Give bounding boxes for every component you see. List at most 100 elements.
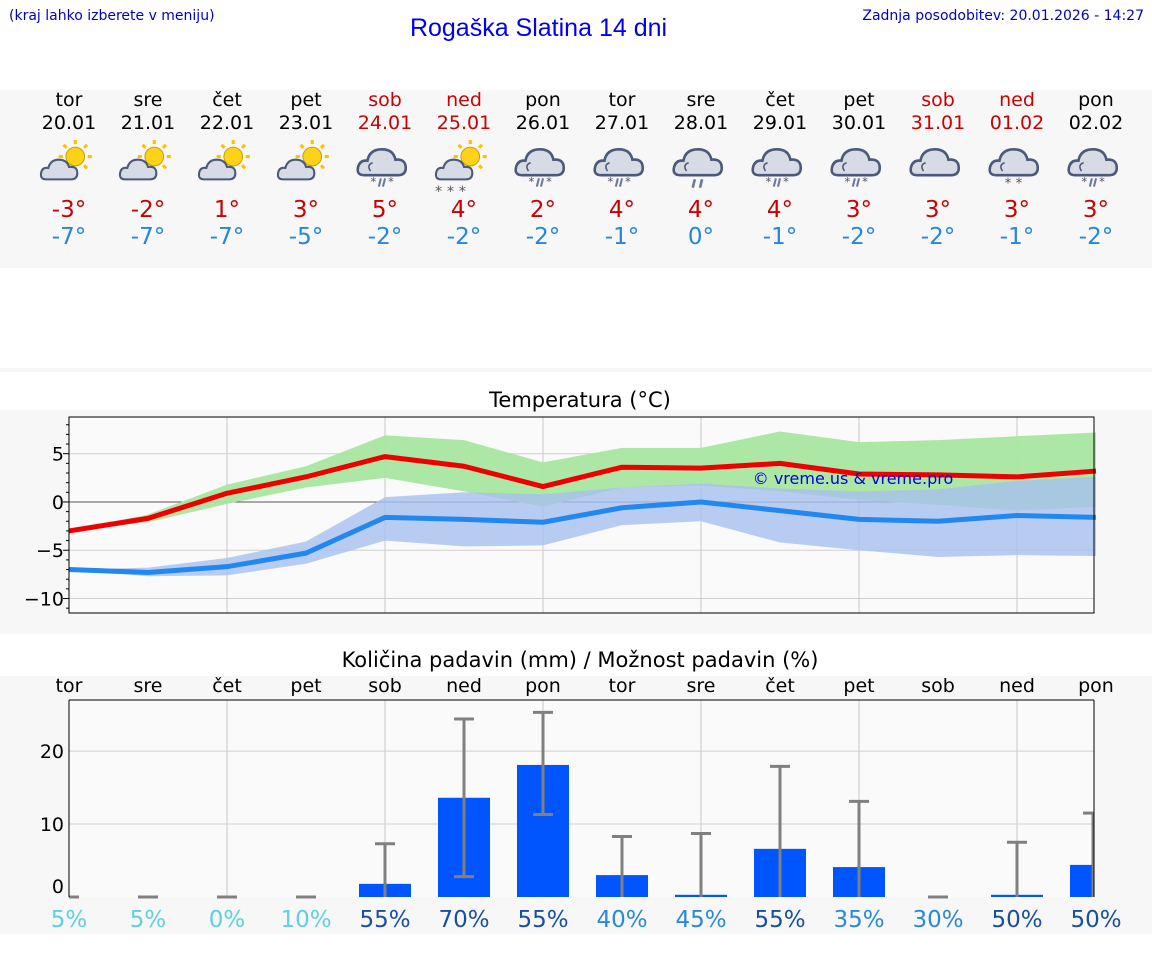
max-temp: 5° [371, 197, 399, 223]
day-column: sob 24.01 * * 5° -2° [345, 88, 425, 250]
y-tick-label: 5 [52, 444, 64, 466]
x-category-label: tor [609, 675, 636, 697]
precip-probability: 5% [130, 907, 167, 933]
svg-text:*: * [1099, 175, 1105, 189]
last-updated: Zadnja posodobitev: 20.01.2026 - 14:27 [862, 8, 1144, 24]
day-date: 01.02 [989, 112, 1045, 134]
sun-cloud-icon [266, 134, 346, 196]
min-temp: -2° [367, 224, 403, 250]
max-temp: 3° [292, 197, 320, 223]
temp-min-band [69, 476, 1096, 577]
svg-text:*: * [862, 175, 868, 189]
min-temp: -7° [130, 224, 166, 250]
precip-probability: 55% [359, 907, 410, 933]
day-column: tor 20.01 -3° -7° [29, 88, 109, 250]
svg-text:*: * [766, 175, 772, 189]
x-category-label: pon [1078, 675, 1114, 697]
x-category-label: ned [446, 675, 482, 697]
plot-area [69, 700, 1094, 897]
day-column: sre 28.01 4° 0° [661, 88, 741, 250]
svg-text:*: * [783, 175, 789, 189]
x-category-label: tor [56, 675, 83, 697]
day-date: 27.01 [594, 112, 650, 134]
cloud-snow-icon: * * [977, 134, 1057, 196]
day-column: ned 25.01 * * * 4° -2° [424, 88, 504, 250]
min-temp: -2° [525, 224, 561, 250]
temp-max-band [69, 431, 1096, 531]
precip-probability: 55% [754, 907, 805, 933]
x-category-label: pet [290, 675, 321, 697]
x-category-label: sre [134, 675, 163, 697]
day-date: 21.01 [120, 112, 176, 134]
day-name: pet [290, 89, 322, 111]
sun-cloud-icon [187, 134, 267, 196]
day-date: 24.01 [357, 112, 413, 134]
day-date: 20.01 [41, 112, 97, 134]
x-category-label: čet [212, 675, 242, 697]
temperature-chart-title: Temperatura (°C) [489, 388, 671, 412]
day-name: pon [1078, 89, 1114, 111]
precip-probability: 50% [1070, 907, 1121, 933]
day-column: pet 30.01 * * 3° -2° [819, 88, 899, 250]
min-temp: -2° [446, 224, 482, 250]
day-name: ned [999, 89, 1035, 111]
y-tick-label: −5 [36, 540, 64, 562]
x-category-label: sob [921, 675, 955, 697]
day-name: pon [525, 89, 561, 111]
max-temp: 4° [450, 197, 478, 223]
day-name: sob [368, 89, 402, 111]
min-temp: -7° [209, 224, 245, 250]
max-temp: 1° [213, 197, 241, 223]
min-temp: -1° [999, 224, 1035, 250]
day-column: ned 01.02 * * 3° -1° [977, 88, 1057, 250]
svg-text:*: * [546, 175, 552, 189]
precip-probability: 5% [51, 907, 88, 933]
min-temp: -5° [288, 224, 324, 250]
precip-chart-title: Količina padavin (mm) / Možnost padavin … [341, 648, 819, 672]
svg-text:*: * [625, 175, 631, 189]
day-name: čet [765, 89, 795, 111]
y-tick-label: −10 [24, 589, 64, 611]
precip-probability: 70% [438, 907, 489, 933]
max-temp: 3° [845, 197, 873, 223]
day-column: sre 21.01 -2° -7° [108, 88, 188, 250]
precip-probability: 50% [991, 907, 1042, 933]
day-date: 31.01 [910, 112, 966, 134]
svg-text:*: * [845, 175, 851, 189]
cloud-rain-icon [661, 134, 741, 196]
precip-probability: 10% [280, 907, 331, 933]
svg-text:* *: * * [1005, 177, 1023, 192]
max-temp: 4° [608, 197, 636, 223]
max-temp: 3° [924, 197, 952, 223]
precip-probability: 45% [675, 907, 726, 933]
day-column: pet 23.01 3° -5° [266, 88, 346, 250]
x-category-label: sre [687, 675, 716, 697]
sun-cloud-icon [108, 134, 188, 196]
forecast-band [0, 90, 1152, 268]
day-name: tor [55, 89, 83, 111]
precip-probability: 0% [209, 907, 246, 933]
day-name: sob [921, 89, 955, 111]
max-temp: -2° [130, 197, 166, 223]
cloud-sleet-icon: * * [345, 134, 425, 196]
x-category-label: sob [368, 675, 402, 697]
svg-text:*: * [1082, 175, 1088, 189]
y-tick-label: 20 [40, 741, 64, 763]
day-column: čet 22.01 1° -7° [187, 88, 267, 250]
plot-frame [68, 416, 1095, 614]
cloud-sleet-icon: * * [819, 134, 899, 196]
precip-probability: 35% [833, 907, 884, 933]
x-category-label: ned [999, 675, 1035, 697]
day-name: čet [212, 89, 242, 111]
day-name: tor [608, 89, 636, 111]
sun-cloud-icon [29, 134, 109, 196]
day-date: 30.01 [831, 112, 887, 134]
max-temp: 3° [1082, 197, 1110, 223]
watermark: © vreme.us & vreme.pro [753, 469, 954, 488]
day-name: pet [843, 89, 875, 111]
max-temp: 2° [529, 197, 557, 223]
day-name: sre [686, 89, 716, 111]
cloud-sleet-icon: * * [1056, 134, 1136, 196]
svg-text:*: * [529, 175, 535, 189]
